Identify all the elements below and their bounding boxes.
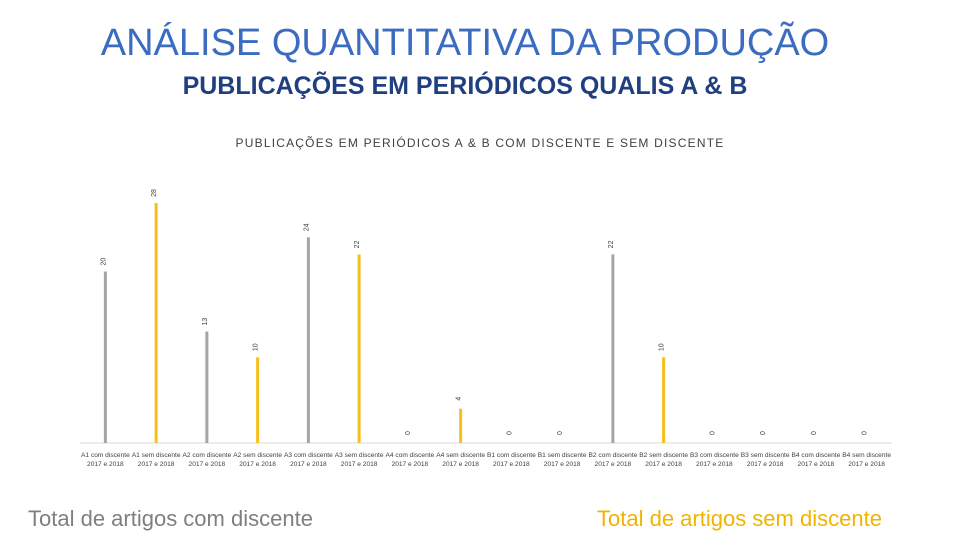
x-tick-label: A1 com discente 2017 e 2018 [81,452,130,468]
legend-entry: Total de artigos com discente [28,506,313,531]
value-label: 0 [506,431,513,435]
x-tick-label: A1 sem discente 2017 e 2018 [131,452,181,468]
x-tick-label: A3 com discente 2017 e 2018 [284,452,333,468]
bar [306,237,310,443]
bar [459,408,463,443]
x-tick-label: B2 com discente 2017 e 2018 [588,452,638,468]
x-tick-label: A4 sem discente 2017 e 2018 [436,452,485,468]
value-label: 10 [253,343,260,351]
x-tick-label: B2 sem discente 2017 e 2018 [639,452,688,468]
x-tick-label: B4 com discente 2017 e 2018 [791,452,841,468]
bar [611,254,615,443]
x-tick-label: A3 sem discente 2017 e 2018 [334,452,384,468]
bar [205,331,209,443]
value-label: 20 [100,258,107,266]
x-tick-label: B3 sem discente 2017 e 2018 [740,452,790,468]
value-label: 0 [557,431,564,435]
bar [357,254,361,443]
bar [154,203,158,443]
page-subtitle: PUBLICAÇÕES EM PERIÓDICOS QUALIS A & B [182,72,748,100]
value-label: 10 [659,343,666,351]
value-label: 0 [811,431,818,435]
x-tick-label: B1 com discente 2017 e 2018 [487,452,536,468]
bar [103,271,107,443]
value-label: 4 [456,397,463,401]
x-tick-label: A2 sem discente 2017 e 2018 [233,452,282,468]
value-label: 24 [303,223,310,231]
value-label: 0 [405,431,412,435]
value-label: 0 [709,431,716,435]
x-tick-label: B1 sem discente 2017 e 2018 [537,452,587,468]
value-label: 0 [760,431,767,435]
bar [256,357,260,443]
value-label: 22 [608,240,615,248]
x-tick-label: B3 com discente 2017 e 2018 [690,452,739,468]
value-label: 22 [354,240,361,248]
x-tick-label: A2 com discente 2017 e 2018 [182,452,232,468]
bar [662,357,666,443]
x-tick-label: A4 com discente 2017 e 2018 [385,452,435,468]
value-label: 13 [202,318,209,326]
value-label: 28 [151,189,158,197]
page-title: ANÁLISE QUANTITATIVA DA PRODUÇÃO [100,22,830,64]
legend-entry: Total de artigos sem discente [597,506,882,531]
chart-title: PUBLICAÇÕES EM PERIÓDICOS A & B COM DISC… [235,136,725,150]
value-label: 0 [862,431,869,435]
x-tick-label: B4 sem discente 2017 e 2018 [842,452,891,468]
